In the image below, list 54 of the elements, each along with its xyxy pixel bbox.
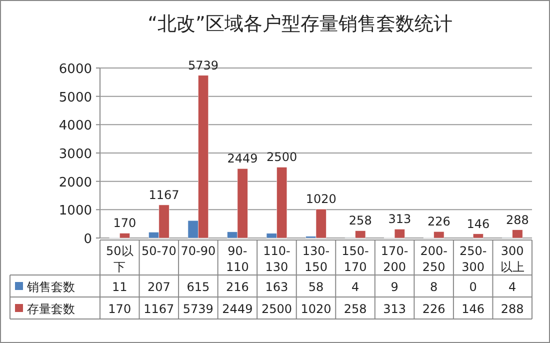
text: 170 [113, 216, 136, 230]
data-label: 615 [186, 280, 210, 294]
x-tick-label: 130-150 [302, 244, 330, 274]
text: 1020 [306, 192, 336, 206]
data-label: 4 [508, 280, 516, 294]
data-label: 0 [469, 280, 477, 294]
y-tick-label: 4000 [58, 118, 92, 134]
x-tick-label: 110-130 [263, 244, 290, 274]
x-tick-label: 170-200 [380, 244, 408, 274]
y-tick-label: 3000 [58, 147, 92, 162]
data-label: 2500 [261, 302, 292, 316]
text: 288 [506, 212, 529, 227]
y-tick-label: 5000 [58, 90, 92, 106]
data-label: 288 [500, 302, 524, 316]
data-label: 58 [308, 280, 324, 294]
y-tick-label: 2000 [58, 175, 92, 190]
x-tick-label: 150-170 [342, 244, 369, 274]
x-tick-label: 70-90 [180, 244, 216, 258]
data-label: 5739 [182, 302, 214, 316]
x-tick-label: 300以上 [500, 244, 524, 274]
data-label: 313 [383, 302, 406, 316]
data-label: 146 [462, 302, 485, 316]
data-label: 1020 [300, 302, 332, 316]
text: 2449 [227, 152, 258, 166]
data-label: 1167 [144, 302, 174, 316]
text: 146 [466, 216, 490, 231]
data-label: 163 [265, 280, 288, 294]
x-tick-label: 50以下 [106, 244, 134, 274]
data-label: 9 [390, 280, 398, 294]
x-tick-label: 200-250 [420, 244, 448, 274]
text: 2500 [266, 150, 298, 164]
data-label: 8 [430, 280, 438, 294]
y-tick-label: 1000 [58, 204, 92, 219]
x-tick-label: 90-110 [226, 244, 249, 274]
data-label: 226 [422, 302, 446, 316]
text: 1167 [148, 188, 180, 202]
legend-label: 销售套数 [26, 280, 75, 294]
y-tick-label: 6000 [58, 62, 92, 77]
title: “北改”区域各户型存量销售套数统计 [148, 13, 452, 35]
bar [472, 234, 484, 238]
text: 258 [348, 214, 372, 228]
data-label: 11 [112, 280, 128, 294]
text: 5739 [188, 58, 219, 72]
data-label: 4 [351, 280, 360, 294]
data-label: 207 [147, 280, 170, 294]
data-label: 2449 [222, 302, 253, 316]
text: 313 [388, 212, 412, 226]
legend-label: 存量套数 [27, 302, 75, 316]
x-tick-label: 50-70 [141, 244, 176, 258]
data-label: 170 [108, 302, 132, 316]
data-label: 216 [226, 280, 249, 294]
x-tick-label: 250-300 [459, 244, 487, 274]
text: 226 [427, 214, 450, 229]
data-label: 258 [344, 302, 367, 316]
